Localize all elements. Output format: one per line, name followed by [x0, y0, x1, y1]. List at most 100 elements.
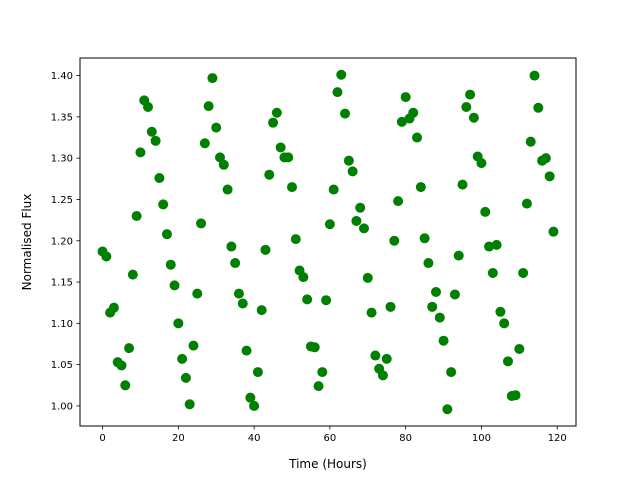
x-tick-label: 120 — [548, 433, 567, 444]
data-point — [127, 269, 138, 280]
data-point — [347, 166, 358, 177]
data-point — [131, 210, 142, 221]
data-point — [283, 152, 294, 163]
data-points — [97, 69, 559, 415]
y-tick-label: 1.10 — [51, 319, 73, 330]
data-point — [218, 159, 229, 170]
data-point — [415, 182, 426, 193]
x-axis-label: Time (Hours) — [288, 457, 367, 471]
data-point — [287, 182, 298, 193]
x-tick-label: 20 — [172, 433, 185, 444]
y-tick-label: 1.25 — [51, 195, 73, 206]
plot-frame — [79, 57, 577, 427]
data-point — [449, 289, 460, 300]
y-tick-label: 1.35 — [51, 112, 73, 123]
data-point — [199, 138, 210, 149]
x-tick-label: 100 — [472, 433, 491, 444]
data-point — [548, 226, 559, 237]
data-point — [389, 235, 400, 246]
data-point — [385, 301, 396, 312]
data-point — [438, 335, 449, 346]
data-point — [169, 280, 180, 291]
data-point — [192, 288, 203, 299]
data-point — [533, 102, 544, 113]
data-point — [434, 312, 445, 323]
data-point — [275, 142, 286, 153]
data-point — [177, 353, 188, 364]
data-point — [336, 69, 347, 80]
x-axis: 0 20 40 60 80 100 120 — [99, 426, 567, 444]
y-tick-label: 1.15 — [51, 278, 73, 289]
data-point — [457, 179, 468, 190]
data-point — [518, 267, 529, 278]
data-point — [180, 372, 191, 383]
data-point — [393, 196, 404, 207]
data-point — [461, 101, 472, 112]
data-point — [544, 171, 555, 182]
y-tick-label: 1.20 — [51, 236, 73, 247]
data-point — [358, 223, 369, 234]
data-point — [412, 132, 423, 143]
data-point — [487, 267, 498, 278]
data-point — [427, 301, 438, 312]
data-point — [264, 169, 275, 180]
data-point — [245, 392, 256, 403]
data-point — [124, 343, 135, 354]
data-point — [362, 272, 373, 283]
data-point — [230, 258, 241, 269]
data-point — [495, 306, 506, 317]
data-point — [328, 184, 339, 195]
y-tick-label: 1.00 — [51, 401, 73, 412]
data-point — [355, 202, 366, 213]
data-point — [491, 239, 502, 250]
data-point — [540, 153, 551, 164]
data-point — [366, 307, 377, 318]
data-point — [340, 108, 351, 119]
data-point — [249, 400, 260, 411]
data-point — [351, 215, 362, 226]
data-point — [423, 258, 434, 269]
data-point — [241, 345, 252, 356]
data-point — [268, 117, 279, 128]
x-tick-label: 60 — [324, 433, 337, 444]
data-point — [521, 198, 532, 209]
data-point — [215, 152, 226, 163]
data-point — [419, 233, 430, 244]
data-point — [298, 272, 309, 283]
data-point — [108, 302, 119, 313]
data-point — [196, 218, 207, 229]
data-point — [252, 367, 263, 378]
data-point — [408, 107, 419, 118]
data-point — [321, 295, 332, 306]
y-axis: 1.00 1.05 1.10 1.15 1.20 1.25 1.30 1.35 1.40 — [51, 71, 80, 412]
data-point — [468, 112, 479, 123]
data-point — [150, 135, 161, 146]
data-point — [302, 294, 313, 305]
data-point — [442, 404, 453, 415]
y-tick-label: 1.40 — [51, 71, 73, 82]
data-point — [188, 340, 199, 351]
data-point — [290, 234, 301, 245]
data-point — [161, 229, 172, 240]
data-point — [525, 136, 536, 147]
data-point — [313, 381, 324, 392]
data-point — [400, 92, 411, 103]
x-tick-label: 40 — [248, 433, 261, 444]
x-tick-label: 0 — [99, 433, 105, 444]
data-point — [370, 350, 381, 361]
data-point — [453, 250, 464, 261]
data-point — [332, 87, 343, 98]
data-point — [317, 367, 328, 378]
data-point — [343, 155, 354, 166]
data-point — [116, 360, 127, 371]
data-point — [207, 73, 218, 84]
data-point — [158, 199, 169, 210]
y-tick-label: 1.05 — [51, 360, 73, 371]
data-point — [237, 298, 248, 309]
x-tick-label: 80 — [399, 433, 412, 444]
data-point — [309, 342, 320, 353]
y-tick-label: 1.30 — [51, 154, 73, 165]
data-point — [203, 101, 214, 112]
data-point — [480, 206, 491, 217]
